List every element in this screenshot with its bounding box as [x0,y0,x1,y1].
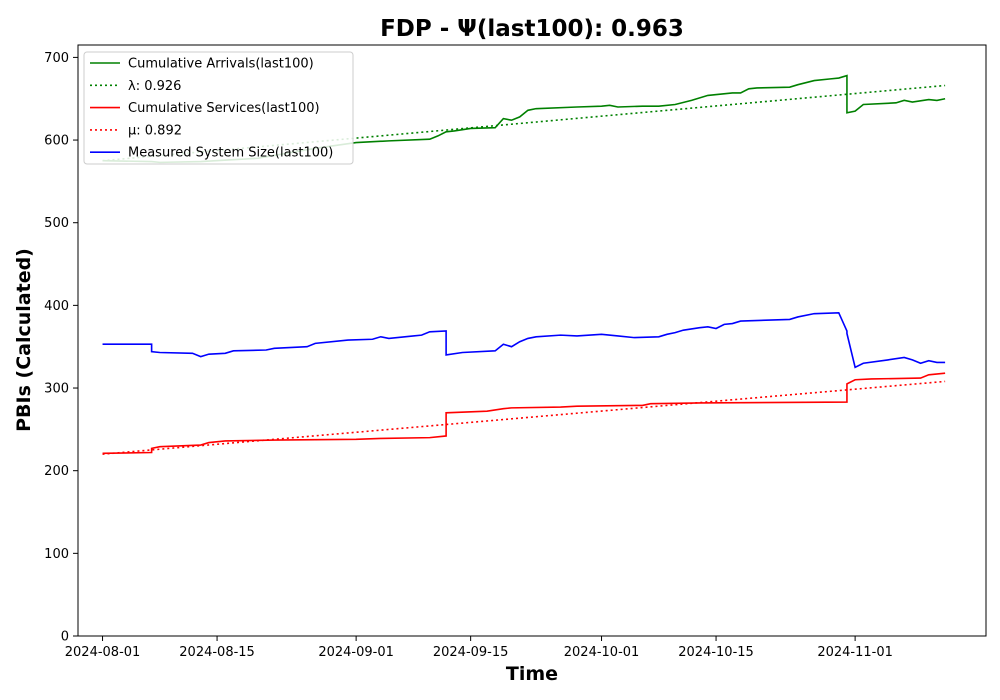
legend-box [83,51,354,165]
legend-label-cumulative-arrivals-last100: Cumulative Arrivals(last100) [128,57,314,72]
x-tick-label: 2024-10-15 [678,645,754,660]
x-tick-label: 2024-09-01 [318,645,394,660]
series-line-4 [102,380,946,455]
y-tick-label: 300 [44,382,69,397]
x-tick-label: 2024-08-15 [179,645,255,660]
y-axis-ticks: 0 100 200 300 400 500 600 700 [44,51,78,645]
legend-label-cumulative-services-last100: Cumulative Services(last100) [128,101,320,116]
x-axis-ticks: 2024-08-01 2024-08-15 2024-09-01 2024-09-15… [65,636,893,660]
y-tick-label: 500 [44,216,69,231]
y-axis-label: PBIs (Calculated) [13,248,35,432]
y-tick-label: 0 [61,630,69,645]
x-tick-label: 2024-09-15 [433,645,509,660]
series-line-3 [102,372,946,455]
plot-frame [77,44,987,637]
x-tick-label: 2024-11-01 [817,645,893,660]
series-line-5 [102,311,946,369]
legend-label-0-926: λ: 0.926 [128,79,181,94]
y-tick-label: 200 [44,464,69,479]
y-tick-label: 400 [44,299,69,314]
y-tick-label: 100 [44,547,69,562]
series-line-1 [102,74,946,164]
x-axis-label: Time [506,663,558,685]
y-tick-label: 700 [44,51,69,66]
chart-title: FDP - Ψ(last100): 0.963 [380,16,684,42]
chart-legend: Cumulative Arrivals(last100) λ: 0.926 Cumu… [83,51,354,165]
legend-label-measured-system-size-last100: Measured System Size(last100) [128,146,333,161]
x-tick-label: 2024-10-01 [564,645,640,660]
y-tick-label: 600 [44,134,69,149]
legend-label-0-892: μ: 0.892 [128,123,182,138]
x-tick-label: 2024-08-01 [65,645,141,660]
